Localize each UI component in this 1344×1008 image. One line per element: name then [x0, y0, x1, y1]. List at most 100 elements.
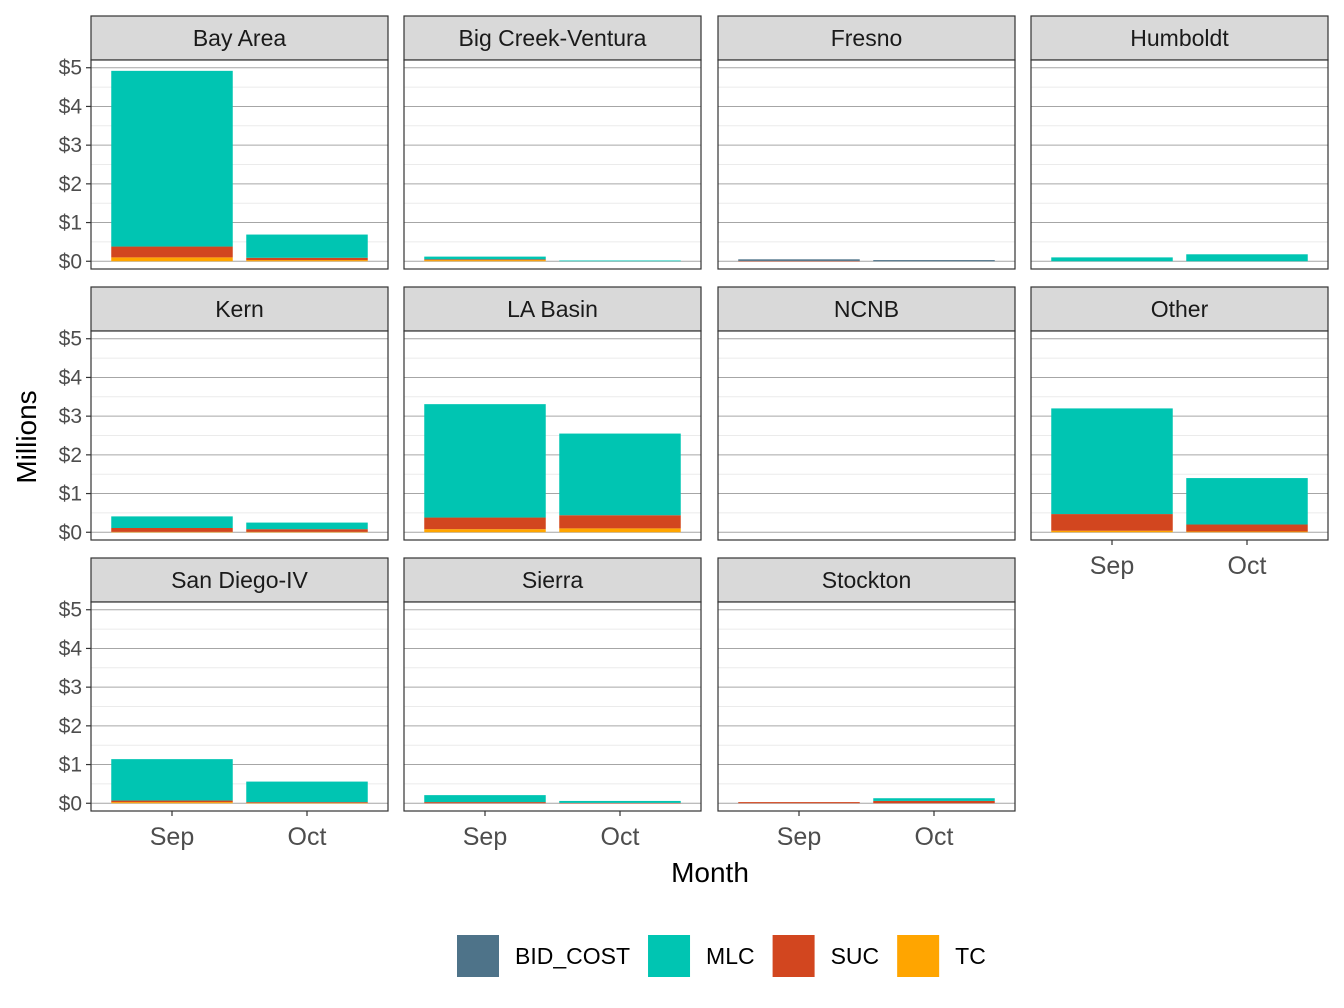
facet-san-diego-iv: San Diego-IV $0 $1 $2 $3 $4 $5 Sep Oct — [59, 557, 389, 851]
legend: BID_COST MLC SUC TC — [457, 935, 986, 977]
bar-san-diego-iv-sep-tc — [111, 802, 233, 804]
facet-strip — [403, 286, 702, 332]
facet-strip — [90, 15, 389, 61]
facet-strip — [1030, 15, 1329, 61]
bar-bay-area-oct-tc — [246, 260, 368, 262]
legend-label-tc: TC — [955, 943, 986, 969]
y-tick-label: $5 — [59, 57, 82, 80]
facet-strip-label: Big Creek-Ventura — [459, 25, 647, 51]
facet-strip-label: Fresno — [831, 25, 903, 51]
facet-kern: Kern $0 $1 $2 $3 $4 $5 — [59, 286, 389, 544]
y-tick-label: $2 — [59, 715, 82, 738]
facet-strip — [717, 15, 1016, 61]
bar-kern-oct-mlc — [246, 522, 368, 530]
y-tick-label: $5 — [59, 599, 82, 622]
bar-la-basin-oct-suc — [559, 515, 681, 529]
y-tick-label: $1 — [59, 754, 82, 777]
y-tick-label: $4 — [59, 637, 83, 660]
legend-item-tc: TC — [897, 935, 986, 977]
panel-border — [717, 330, 1016, 541]
bar-kern-sep-suc — [111, 528, 233, 532]
x-tick-label: Sep — [1090, 552, 1134, 580]
y-tick-label: $4 — [59, 95, 83, 118]
facet-sierra: Sierra Sep Oct — [403, 557, 702, 851]
x-tick-label: Sep — [150, 823, 194, 851]
bar-big-creek-ventura-sep-mlc — [424, 256, 546, 260]
facet-strip — [717, 286, 1016, 332]
bar-fresno-sep-bid-cost — [738, 259, 860, 261]
bar-big-creek-ventura-oct-mlc — [559, 260, 681, 262]
facet-strip — [403, 15, 702, 61]
legend-item-bid-cost: BID_COST — [457, 935, 630, 977]
bar-san-diego-iv-oct-mlc — [246, 781, 368, 803]
bar-sierra-oct-mlc — [559, 800, 681, 803]
bar-san-diego-iv-oct-tc — [246, 802, 368, 804]
panel-border — [403, 330, 702, 541]
panel-border — [1030, 59, 1329, 270]
facet-bay-area: Bay Area $0 $1 $2 $3 $4 $5 — [59, 15, 389, 273]
panel-border — [717, 601, 1016, 812]
bar-bay-area-sep-mlc — [111, 70, 233, 247]
y-tick-label: $3 — [59, 676, 82, 699]
legend-item-mlc: MLC — [648, 935, 755, 977]
y-tick-label: $0 — [59, 250, 82, 273]
y-tick-label: $3 — [59, 134, 82, 157]
bar-other-oct-tc — [1186, 531, 1308, 533]
bar-other-oct-suc — [1186, 524, 1308, 532]
y-tick-label: $0 — [59, 792, 82, 815]
legend-swatch-suc — [772, 935, 815, 977]
bar-bay-area-oct-suc — [246, 257, 368, 261]
bar-bay-area-sep-tc — [111, 257, 233, 262]
bar-humboldt-sep-mlc — [1051, 257, 1173, 262]
facet-strip-label: Humboldt — [1130, 25, 1229, 51]
y-tick-label: $1 — [59, 212, 82, 235]
bar-bay-area-sep-suc — [111, 246, 233, 258]
bar-other-sep-mlc — [1051, 408, 1173, 515]
y-tick-label: $2 — [59, 444, 82, 467]
facet-stockton: Stockton Sep Oct — [717, 557, 1016, 851]
bar-san-diego-iv-sep-suc — [111, 800, 233, 803]
bar-la-basin-oct-tc — [559, 528, 681, 533]
x-tick-label: Sep — [777, 823, 821, 851]
x-tick-label: Sep — [463, 823, 507, 851]
facet-strip-label: Other — [1151, 296, 1209, 322]
bar-la-basin-sep-suc — [424, 517, 546, 530]
bar-stockton-sep-suc — [738, 802, 860, 804]
facet-strip-label: LA Basin — [507, 296, 598, 322]
x-tick-label: Oct — [915, 823, 954, 851]
facet-fresno: Fresno — [717, 15, 1016, 270]
facet-strip-label: Kern — [215, 296, 264, 322]
legend-label-mlc: MLC — [706, 943, 755, 969]
facet-strip — [1030, 286, 1329, 332]
facet-humboldt: Humboldt — [1030, 15, 1329, 270]
bar-san-diego-iv-sep-mlc — [111, 759, 233, 801]
facet-strip-label: NCNB — [834, 296, 899, 322]
facets-layer: Bay Area $0 $1 $2 $3 $4 $5 Big Creek-Ventura Fre… — [59, 15, 1329, 851]
x-axis-title: Month — [671, 857, 749, 888]
x-tick-label: Oct — [601, 823, 640, 851]
bar-la-basin-sep-mlc — [424, 404, 546, 518]
bar-kern-sep-tc — [111, 531, 233, 533]
panel-border — [1030, 330, 1329, 541]
panel-border — [90, 601, 389, 812]
facet-other: Other Sep Oct — [1030, 286, 1329, 580]
panel-border — [717, 59, 1016, 270]
bar-la-basin-oct-mlc — [559, 433, 681, 516]
x-tick-label: Oct — [288, 823, 327, 851]
facet-strip-label: Stockton — [822, 567, 912, 593]
bar-san-diego-iv-oct-suc — [246, 802, 368, 803]
bar-kern-sep-mlc — [111, 516, 233, 529]
panel-border — [90, 59, 389, 270]
bar-other-oct-mlc — [1186, 478, 1308, 525]
facet-ncnb: NCNB — [717, 286, 1016, 541]
facet-strip-label: Sierra — [522, 567, 584, 593]
panel-border — [90, 330, 389, 541]
bar-la-basin-sep-tc — [424, 529, 546, 533]
bar-kern-oct-suc — [246, 529, 368, 532]
bar-stockton-oct-suc — [873, 800, 995, 804]
bar-big-creek-ventura-sep-suc — [424, 259, 546, 261]
bar-other-sep-suc — [1051, 514, 1173, 531]
bar-humboldt-oct-mlc — [1186, 254, 1308, 262]
y-axis-title: Millions — [11, 390, 42, 483]
